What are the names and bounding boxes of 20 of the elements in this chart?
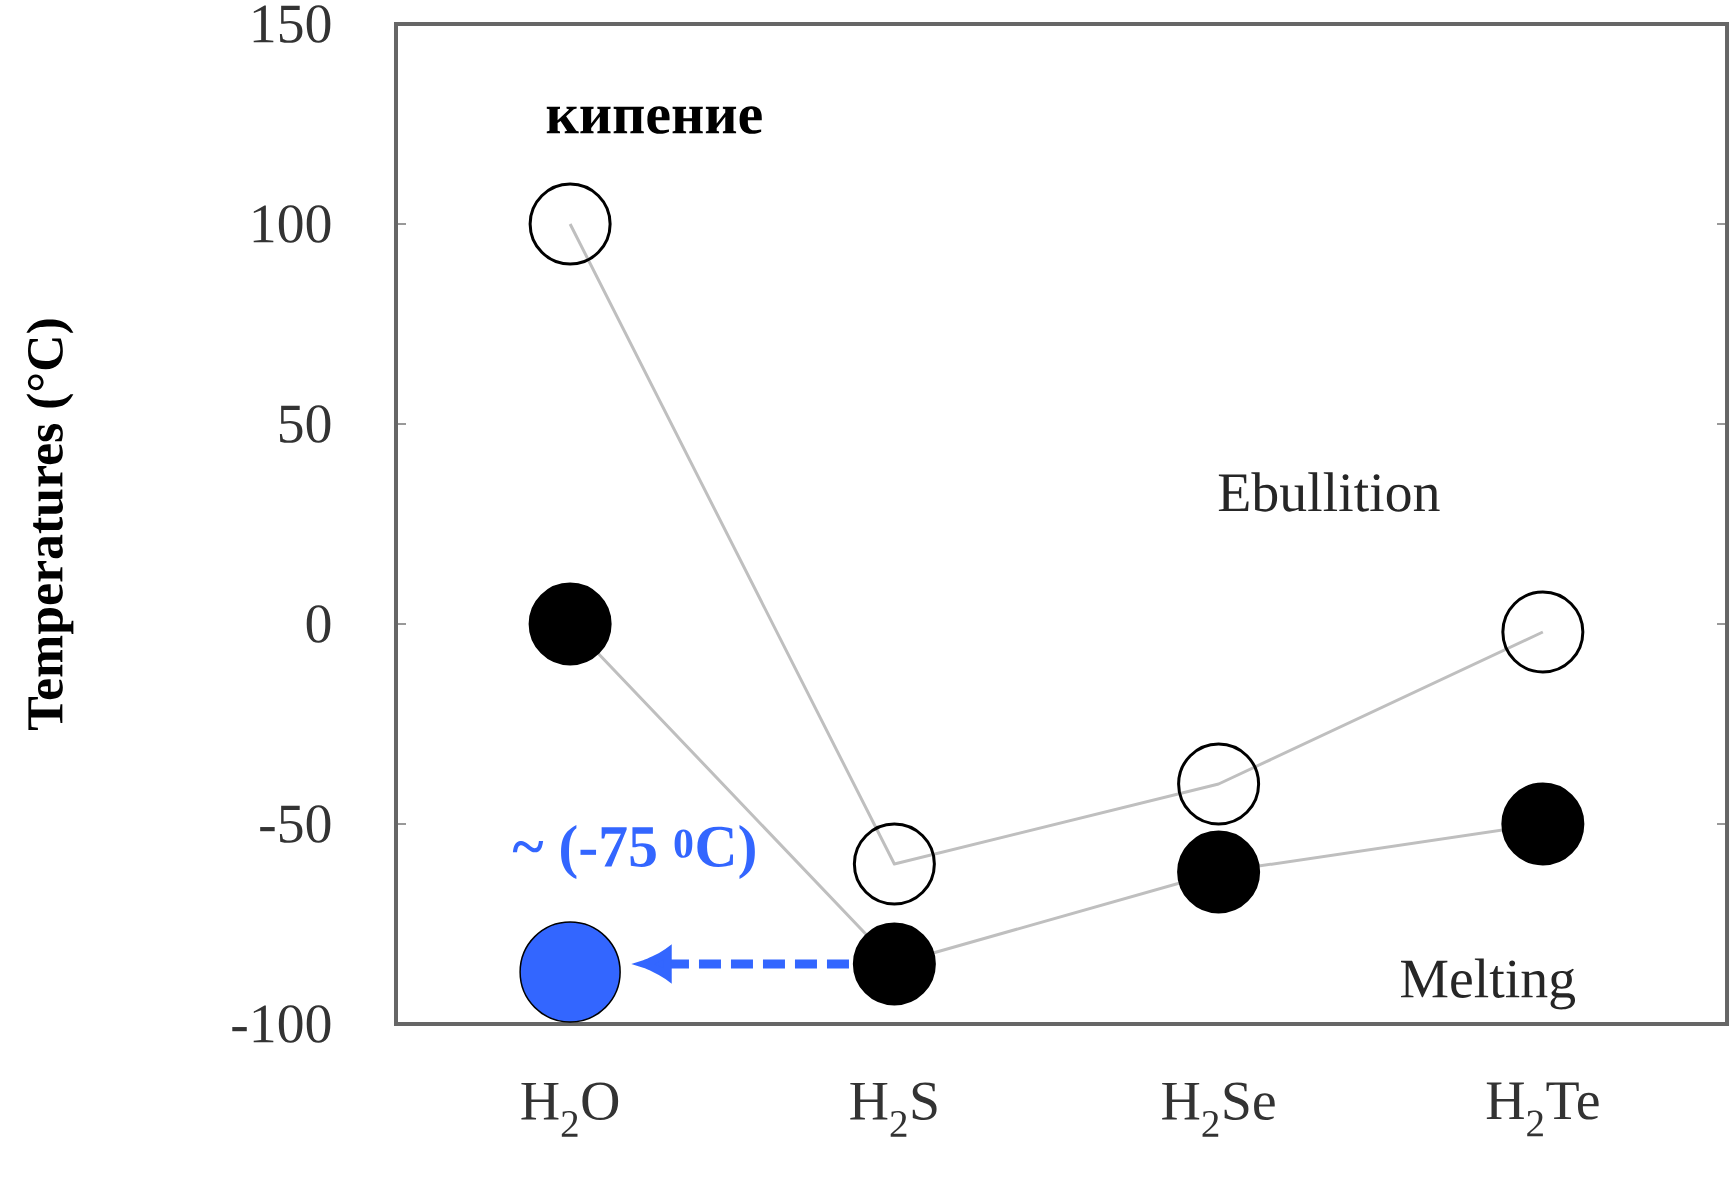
y-tick-label: -50 (260, 805, 331, 843)
annotation: ~ (-75 $^{0}$C) (512, 824, 755, 880)
y-axis-title: Temperatures (°C) (26, 319, 74, 730)
point (1177, 830, 1261, 914)
x-tick-label: H$_{2}$S (850, 1082, 937, 1137)
y-tick-label: 0 (306, 605, 331, 643)
y-tick-label: 50 (279, 405, 331, 443)
y-tick-label: 100 (253, 205, 331, 243)
annotation: кипение (546, 106, 762, 134)
point (519, 921, 621, 1023)
x-tick-label: H$_{2}$Te (1486, 1082, 1599, 1137)
y-tick-label: 150 (253, 5, 331, 43)
x-tick-label: H$_{2}$Se (1162, 1082, 1275, 1137)
series-label: Melting (1401, 958, 1576, 1010)
point (1501, 782, 1585, 866)
y-tick-label: -100 (232, 1005, 331, 1043)
point (528, 582, 612, 666)
text: Ebullition (1218, 472, 1440, 512)
point (852, 922, 936, 1006)
x-tick-label: H$_{2}$O (521, 1082, 619, 1137)
